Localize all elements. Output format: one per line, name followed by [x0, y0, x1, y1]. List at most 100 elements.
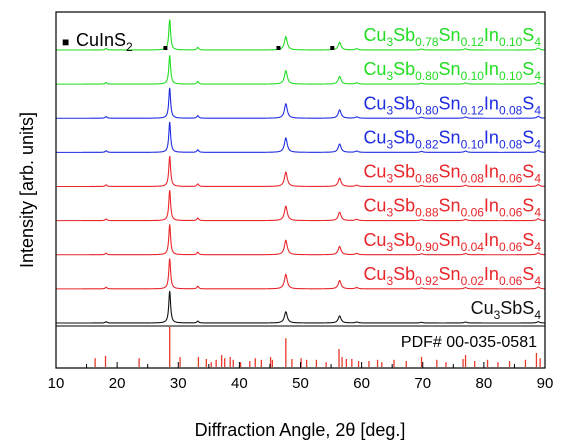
series-label-element: In — [484, 230, 499, 250]
series-label-element: In — [484, 162, 499, 182]
series-label-element: Sn — [439, 93, 461, 113]
series-label-element: Sn — [439, 25, 461, 45]
series-label-subscript: 3 — [386, 103, 393, 117]
series-label-subscript: 0.86 — [415, 172, 439, 186]
series-label-subscript: 0.06 — [499, 206, 523, 220]
series-label-element: In — [484, 59, 499, 79]
series-label-subscript: 3 — [386, 69, 393, 83]
series-label-subscript: 0.10 — [499, 69, 523, 83]
x-tick-label: 60 — [353, 375, 370, 392]
series-label-element: Cu — [363, 127, 386, 147]
series-label-element: Cu — [471, 298, 494, 318]
phase-marker-layer — [163, 46, 335, 50]
series-label-element: In — [484, 264, 499, 284]
series-label: Cu3Sb0.90Sn0.04In0.06S4 — [363, 230, 541, 254]
series-label-element: Sb — [393, 127, 415, 147]
series-label-element: S — [522, 93, 534, 113]
series-label-element: Cu — [363, 230, 386, 250]
series-label-element: In — [484, 196, 499, 216]
series-label-subscript: 0.82 — [415, 137, 439, 151]
series-label: Cu3Sb0.78Sn0.12In0.10S4 — [363, 25, 541, 49]
series-label-subscript: 4 — [534, 35, 541, 49]
series-label: Cu3Sb0.82Sn0.10In0.08S4 — [363, 127, 541, 151]
series-label-subscript: 3 — [386, 274, 393, 288]
xrd-pattern-line — [56, 19, 546, 51]
series-label: Cu3Sb0.86Sn0.08In0.06S4 — [363, 162, 541, 186]
series-label-element: SbS — [500, 298, 534, 318]
series-label-element: Cu — [363, 93, 386, 113]
series-label-element: In — [484, 93, 499, 113]
series-label-element: In — [484, 127, 499, 147]
series-label-subscript: 3 — [386, 206, 393, 220]
x-tick-label: 20 — [109, 375, 126, 392]
series-label-element: S — [522, 59, 534, 79]
series-label-element: In — [484, 25, 499, 45]
series-label-subscript: 0.08 — [499, 103, 523, 117]
series-label-subscript: 4 — [534, 103, 541, 117]
series-label-subscript: 3 — [386, 137, 393, 151]
series-label-element: Sb — [393, 93, 415, 113]
x-tick-label: 10 — [48, 375, 65, 392]
x-axis: 10 20 30 40 50 60 70 80 90 — [48, 362, 553, 392]
series-label-subscript: 0.08 — [499, 137, 523, 151]
x-tick-label: 80 — [476, 375, 493, 392]
series-label-subscript: 0.10 — [499, 35, 523, 49]
x-tick-label: 40 — [231, 375, 248, 392]
series-label-subscript: 4 — [534, 240, 541, 254]
series-label-subscript: 0.06 — [499, 240, 523, 254]
xrd-pattern-line — [56, 190, 546, 222]
series-label-subscript: 4 — [534, 137, 541, 151]
series-label-element: Cu — [363, 162, 386, 182]
series-label: Cu3Sb0.92Sn0.02In0.06S4 — [363, 264, 541, 288]
series-label-subscript: 0.10 — [461, 137, 485, 151]
xrd-pattern-line — [56, 258, 546, 290]
series-label-subscript: 0.06 — [461, 206, 485, 220]
cuins2-marker — [330, 46, 335, 50]
series-label-subscript: 0.88 — [415, 206, 439, 220]
series-label-element: Sb — [393, 162, 415, 182]
x-tick-label: 70 — [414, 375, 431, 392]
series-label-element: Cu — [363, 25, 386, 45]
series-label-subscript: 4 — [534, 206, 541, 220]
x-tick-label: 30 — [170, 375, 187, 392]
series-label-element: S — [522, 196, 534, 216]
series-label-subscript: 0.04 — [461, 240, 485, 254]
series-label-element: Sb — [393, 196, 415, 216]
legend: ■ CuInS2 — [62, 30, 133, 54]
series-label: Cu3Sb0.80Sn0.12In0.08S4 — [363, 93, 541, 117]
series-label: Cu3Sb0.80Sn0.10In0.10S4 — [363, 59, 541, 83]
series-label-subscript: 0.08 — [461, 172, 485, 186]
legend-marker: ■ — [62, 35, 69, 49]
xrd-pattern-line — [55, 87, 546, 119]
series-label-element: Sn — [439, 196, 461, 216]
series-label-subscript: 3 — [494, 308, 501, 322]
series-label-subscript: 0.92 — [415, 274, 439, 288]
series-label-subscript: 3 — [386, 172, 393, 186]
series-label-subscript: 0.06 — [499, 274, 523, 288]
series-label-subscript: 0.06 — [499, 172, 523, 186]
series-label-layer: Cu3Sb0.78Sn0.12In0.10S4Cu3Sb0.80Sn0.10In… — [363, 25, 541, 322]
cuins2-marker — [276, 46, 281, 50]
xrd-pattern-line — [55, 224, 546, 256]
series-label-subscript: 4 — [534, 69, 541, 83]
series-label-subscript: 0.90 — [415, 240, 439, 254]
series-label-element: Sb — [393, 59, 415, 79]
legend-label-main: CuInS — [76, 30, 126, 50]
y-axis-title: Intensity [arb. units] — [17, 112, 37, 268]
series-label-element: Sn — [439, 59, 461, 79]
series-label-subscript: 0.78 — [415, 35, 439, 49]
x-axis-title: Diffraction Angle, 2θ [deg.] — [195, 420, 406, 440]
series-label-element: Sn — [439, 230, 461, 250]
series-label-element: Sn — [439, 264, 461, 284]
series-label-element: Sn — [439, 162, 461, 182]
reference-label: PDF# 00-035-0581 — [401, 334, 537, 351]
series-layer — [55, 19, 546, 324]
series-label-subscript: 4 — [534, 172, 541, 186]
series-label: Cu3Sb0.88Sn0.06In0.06S4 — [363, 196, 541, 220]
series-label-subscript: 0.10 — [461, 69, 485, 83]
series-label-element: S — [522, 25, 534, 45]
series-label: Cu3SbS4 — [471, 298, 542, 322]
legend-label-sub: 2 — [126, 40, 133, 54]
series-label-element: Sb — [393, 25, 415, 45]
